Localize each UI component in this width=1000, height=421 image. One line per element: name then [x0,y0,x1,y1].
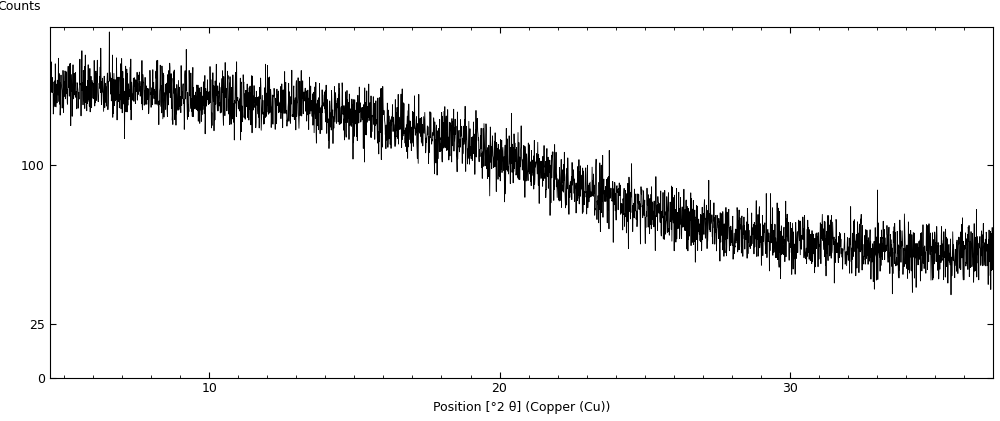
Y-axis label: Counts: Counts [0,0,41,13]
X-axis label: Position [°2 θ] (Copper (Cu)): Position [°2 θ] (Copper (Cu)) [433,401,610,414]
